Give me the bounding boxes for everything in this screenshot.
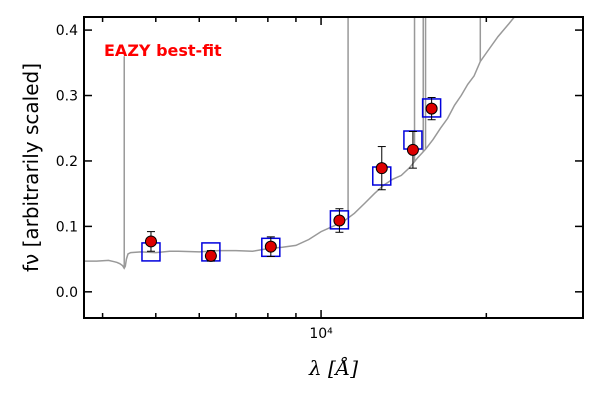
x-axis-label: λ [Å] bbox=[308, 355, 358, 380]
y-tick-label: 0.1 bbox=[56, 219, 78, 235]
observed-point bbox=[406, 143, 419, 156]
y-tick-label: 0.4 bbox=[56, 23, 78, 39]
y-tick-label: 0.3 bbox=[56, 89, 78, 105]
plot-frame bbox=[83, 16, 584, 319]
x-tick-label: 10⁴ bbox=[309, 326, 333, 342]
observed-point bbox=[264, 240, 277, 253]
observed-point bbox=[375, 162, 388, 175]
y-tick-label: 0.2 bbox=[56, 154, 78, 170]
y-axis-label: fν [arbitrarily scaled] bbox=[19, 63, 43, 272]
observed-point bbox=[144, 235, 157, 248]
photometry-layer bbox=[141, 96, 442, 262]
axes-layer: 0.0 0.1 0.2 0.3 0.4 10⁴ bbox=[56, 17, 584, 342]
model-layer bbox=[84, 17, 516, 270]
observed-point bbox=[425, 102, 438, 115]
y-tick-label: 0.0 bbox=[56, 285, 78, 301]
observed-point bbox=[204, 249, 217, 262]
annotation-label: EAZY best-fit bbox=[104, 41, 222, 60]
observed-point bbox=[333, 214, 346, 227]
model-spectrum-line bbox=[84, 17, 516, 270]
